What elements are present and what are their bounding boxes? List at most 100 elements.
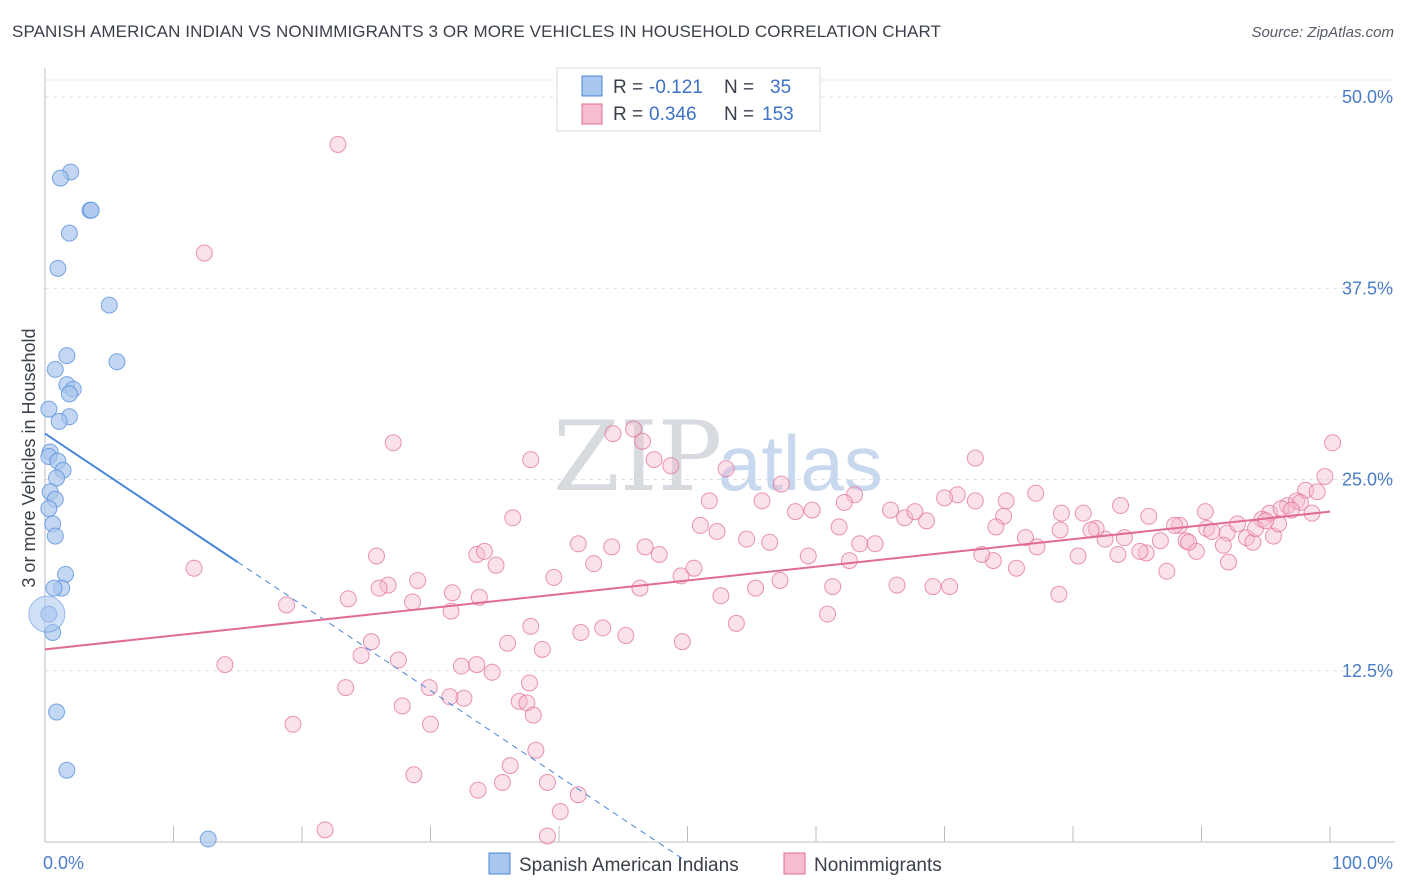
pink-point [405,766,423,784]
pink-point [835,493,853,511]
pink-point [1137,544,1155,562]
watermark-atlas: atlas [718,419,883,507]
pink-point [1115,529,1133,547]
x-axis-ticks [44,826,1331,842]
pink-point [906,503,924,521]
pink-point [840,552,858,570]
watermark-zip: ZIP [553,401,722,513]
pink-point [487,556,505,574]
pink-point [469,781,487,799]
pink-point [747,579,765,597]
pink-point [1324,434,1342,452]
pink-point [824,578,842,596]
pink-point [362,633,380,651]
pink-point [493,773,511,791]
pink-point [483,663,501,681]
blue-trend-extension [237,561,688,863]
pink-point [631,579,649,597]
pink-point [504,509,522,527]
pink-point [409,571,427,589]
pink-point [339,590,357,608]
pink-point [441,688,459,706]
pink-point [1027,484,1045,502]
pink-point [948,486,966,504]
y-tick-label: 37.5% [1342,278,1393,298]
y-axis-tick-labels: 12.5% 25.0% 37.5% 50.0% [1342,87,1393,681]
pink-point [501,757,519,775]
pink-point [1219,553,1237,571]
pink-point [918,512,936,530]
pink-point [522,617,540,635]
blue-point [45,579,63,597]
pink-point [475,542,493,560]
pink-point [966,449,984,467]
scatter-points [28,135,1342,848]
pink-point [1171,516,1189,534]
blue-point [48,469,66,487]
x-tick-label: 100.0% [1332,853,1393,873]
pink-point [708,523,726,541]
y-tick-label: 12.5% [1342,661,1393,681]
pink-point [1180,533,1198,551]
stats-legend-blue-r-label: R = [613,77,643,98]
pink-point [1282,501,1300,519]
pink-point [185,559,203,577]
pink-point [384,434,402,452]
y-axis-title: 3 or more Vehicles in Household [19,328,39,587]
pink-point [685,559,703,577]
blue-point [51,169,69,187]
pink-point [545,568,563,586]
pink-point [636,538,654,556]
blue-point [60,224,78,242]
pink-point [455,689,473,707]
y-tick-label: 25.0% [1342,470,1393,490]
pink-point [727,614,745,632]
pink-point [522,451,540,469]
pink-point [712,587,730,605]
pink-point [851,535,869,553]
pink-point [1112,497,1130,515]
pink-point [1196,503,1214,521]
series-legend-blue-swatch [488,852,511,875]
series-legend-pink-label: Nonimmigrants [814,855,942,876]
stats-legend-blue-n: 35 [770,77,791,98]
blue-point [40,400,58,418]
blue-point [58,347,76,365]
pink-point [888,576,906,594]
pink-point [1257,512,1275,530]
pink-point [738,530,756,548]
chart-title: SPANISH AMERICAN INDIAN VS NONIMMIGRANTS… [12,22,942,41]
stats-legend-blue-r: -0.121 [649,77,703,98]
pink-point [973,545,991,563]
pink-point [1069,547,1087,565]
pink-point [1316,467,1334,485]
x-tick-label: 0.0% [43,853,84,873]
pink-point [700,492,718,510]
stats-legend-blue-swatch [581,75,603,97]
pink-point [352,646,370,664]
blue-point [46,527,64,545]
stats-legend-pink-n-label: N = [724,104,754,125]
pink-point [1203,523,1221,541]
pink-point [368,547,386,565]
blue-point [40,500,58,518]
pink-point [673,633,691,651]
pink-point [866,535,884,553]
series-legend: Spanish American Indians Nonimmigrants [488,852,942,876]
pink-point [1228,515,1246,533]
pink-point [941,578,959,596]
blue-point-large [28,595,66,633]
pink-point [1074,504,1092,522]
pink-point [1270,515,1288,533]
pink-point [284,715,302,733]
pink-point [499,634,517,652]
series-legend-blue-label: Spanish American Indians [519,855,739,876]
pink-point [1158,562,1176,580]
pink-point [936,489,953,507]
y-tick-label: 50.0% [1342,87,1393,107]
pink-point [420,679,438,697]
pink-point [650,545,668,563]
pink-point [997,492,1015,510]
blue-point [60,385,78,403]
